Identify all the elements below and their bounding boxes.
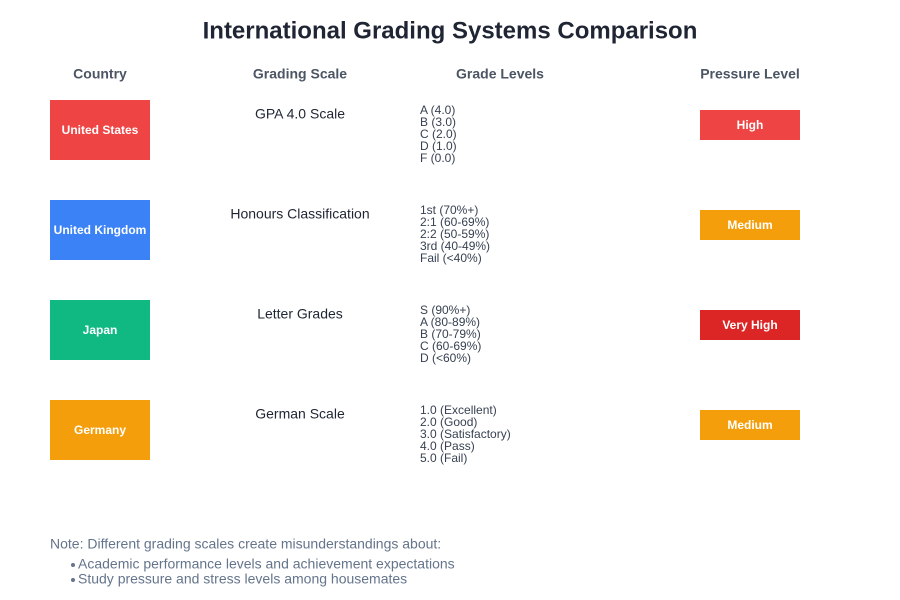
column-header: Grading Scale bbox=[253, 66, 347, 82]
note-intro: Note: Different grading scales create mi… bbox=[50, 536, 441, 552]
country-box bbox=[50, 100, 150, 160]
grade-level: 3.0 (Satisfactory) bbox=[420, 427, 511, 441]
column-header: Country bbox=[73, 66, 127, 82]
grade-level: 3rd (40-49%) bbox=[420, 239, 490, 253]
country-box bbox=[50, 300, 150, 360]
pressure-label: Very High bbox=[722, 318, 777, 332]
grade-level: S (90%+) bbox=[420, 303, 470, 317]
grading-scale: Letter Grades bbox=[257, 306, 343, 322]
note-item: Academic performance levels and achievem… bbox=[78, 556, 455, 572]
country-label: Germany bbox=[74, 423, 126, 437]
grade-level: D (<60%) bbox=[420, 351, 471, 365]
grade-level: B (3.0) bbox=[420, 115, 456, 129]
grade-level: C (60-69%) bbox=[420, 339, 481, 353]
pressure-badge bbox=[700, 310, 800, 340]
grading-scale: Honours Classification bbox=[230, 206, 369, 222]
grade-level: 2:2 (50-59%) bbox=[420, 227, 489, 241]
grade-level: B (70-79%) bbox=[420, 327, 481, 341]
grade-level: 2:1 (60-69%) bbox=[420, 215, 489, 229]
grade-level: A (4.0) bbox=[420, 103, 455, 117]
grade-level: A (80-89%) bbox=[420, 315, 480, 329]
country-box bbox=[50, 400, 150, 460]
country-label: United States bbox=[62, 123, 139, 137]
column-header: Pressure Level bbox=[700, 66, 800, 82]
grading-scale: GPA 4.0 Scale bbox=[255, 106, 345, 122]
pressure-label: High bbox=[737, 118, 764, 132]
grade-level: 1.0 (Excellent) bbox=[420, 403, 497, 417]
grade-level: 1st (70%+) bbox=[420, 203, 478, 217]
bullet bbox=[71, 563, 75, 567]
title: International Grading Systems Comparison bbox=[203, 17, 698, 44]
pressure-label: Medium bbox=[727, 418, 772, 432]
grade-level: F (0.0) bbox=[420, 151, 455, 165]
pressure-label: Medium bbox=[727, 218, 772, 232]
country-label: Japan bbox=[83, 323, 118, 337]
bullet bbox=[71, 578, 75, 582]
pressure-badge bbox=[700, 110, 800, 140]
pressure-badge bbox=[700, 210, 800, 240]
grade-level: D (1.0) bbox=[420, 139, 457, 153]
country-box bbox=[50, 200, 150, 260]
grade-level: Fail (<40%) bbox=[420, 251, 482, 265]
grade-level: 2.0 (Good) bbox=[420, 415, 477, 429]
grading-scale: German Scale bbox=[255, 406, 345, 422]
grade-level: C (2.0) bbox=[420, 127, 457, 141]
country-label: United Kingdom bbox=[54, 223, 147, 237]
note-item: Study pressure and stress levels among h… bbox=[78, 571, 407, 587]
grade-level: 5.0 (Fail) bbox=[420, 451, 467, 465]
grade-level: 4.0 (Pass) bbox=[420, 439, 475, 453]
column-header: Grade Levels bbox=[456, 66, 544, 82]
pressure-badge bbox=[700, 410, 800, 440]
